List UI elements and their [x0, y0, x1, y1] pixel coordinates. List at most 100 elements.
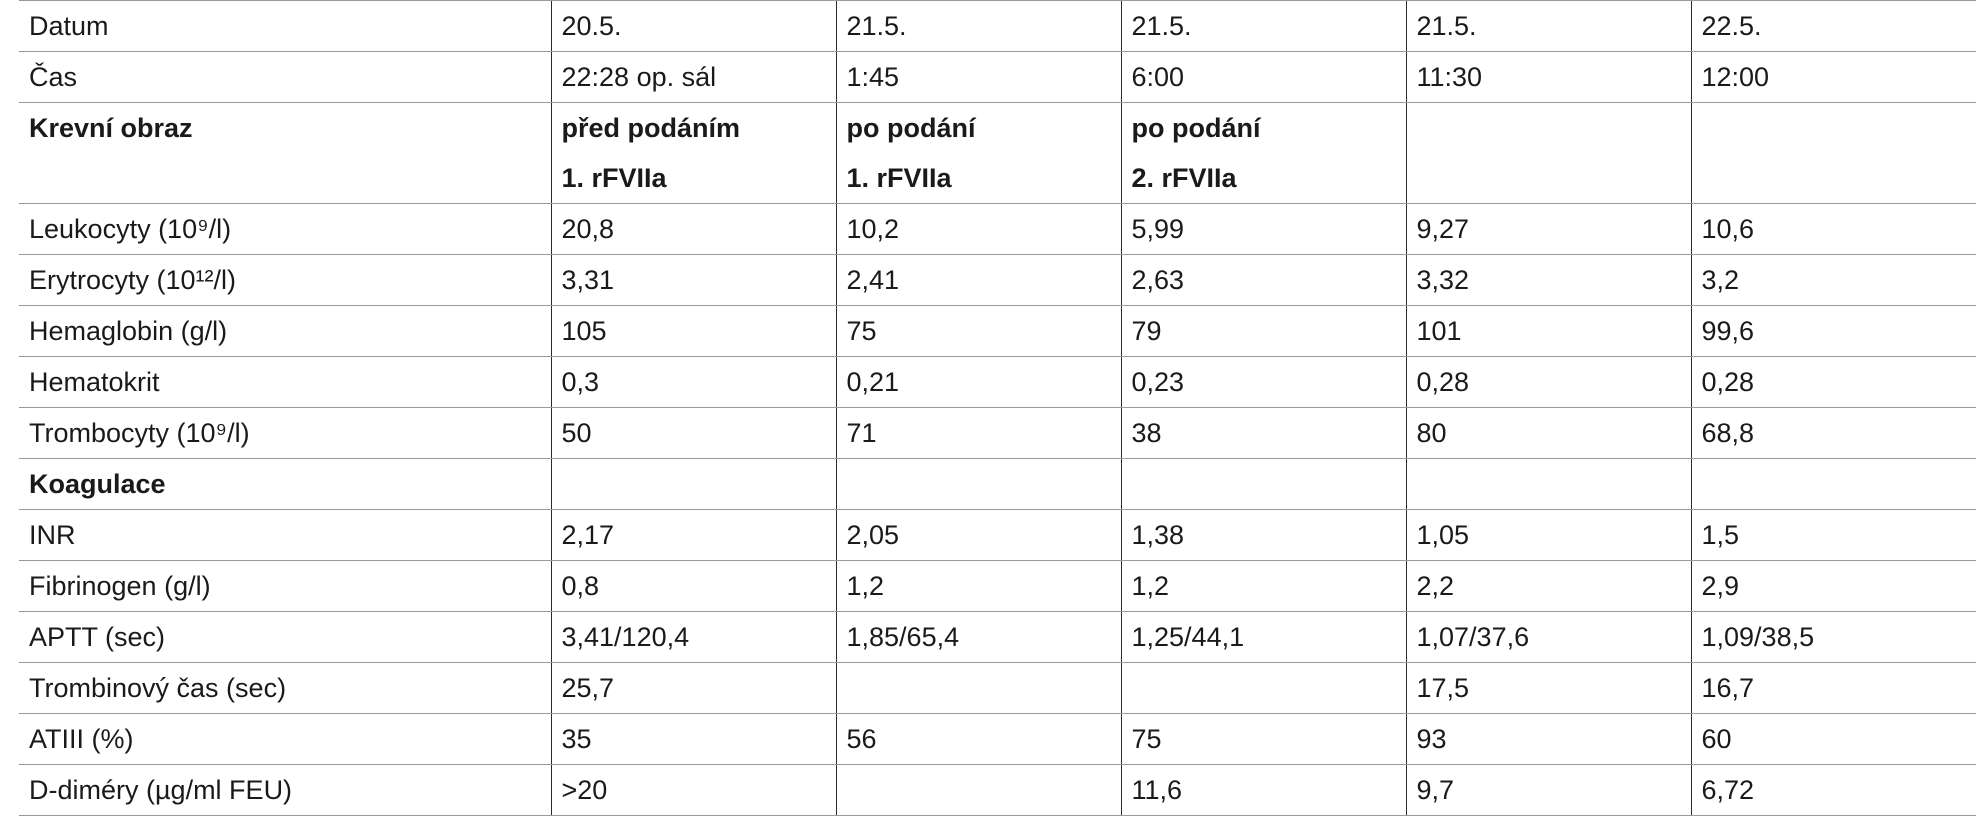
cell: 35	[550, 713, 836, 765]
cell: 16,7	[1690, 662, 1976, 714]
table-row: Krevní obraz před podáním 1. rFVIIa po podá…	[19, 102, 1976, 204]
cell-line: 2. rFVIIa	[1131, 163, 1237, 193]
cell: 5,99	[1120, 203, 1406, 255]
table-row: Leukocyty (10⁹/l) 20,8 10,2 5,99 9,27 10,6	[19, 203, 1976, 255]
cell: 12:00	[1690, 51, 1976, 103]
cell	[1120, 662, 1406, 714]
cell-line: po podání	[1131, 113, 1261, 143]
cell: 105	[550, 305, 836, 357]
cell: 99,6	[1690, 305, 1976, 357]
table-row: Čas 22:28 op. sál 1:45 6:00 11:30 12:00	[19, 51, 1976, 103]
table-row: D-diméry (µg/ml FEU) >20 11,6 9,7 6,72	[19, 764, 1976, 816]
cell: 21.5.	[1405, 0, 1691, 52]
cell: po podání 1. rFVIIa	[835, 102, 1121, 204]
cell: 80	[1405, 407, 1691, 459]
row-label: APTT (sec)	[19, 611, 551, 663]
row-label: Hematokrit	[19, 356, 551, 408]
cell: 50	[550, 407, 836, 459]
cell: 60	[1690, 713, 1976, 765]
table-row: Koagulace	[19, 458, 1976, 510]
cell: 22:28 op. sál	[550, 51, 836, 103]
table-row: Erytrocyty (10¹²/l) 3,31 2,41 2,63 3,32 3,2	[19, 254, 1976, 306]
cell: 68,8	[1690, 407, 1976, 459]
cell: 21.5.	[1120, 0, 1406, 52]
cell: 0,8	[550, 560, 836, 612]
cell: 3,2	[1690, 254, 1976, 306]
cell: 38	[1120, 407, 1406, 459]
table-body: Datum 20.5. 21.5. 21.5. 21.5. 22.5. Čas 22:28 o…	[19, 0, 1976, 816]
row-label: Hemaglobin (g/l)	[19, 305, 551, 357]
table-row: Trombinový čas (sec) 25,7 17,5 16,7	[19, 662, 1976, 714]
cell: 9,27	[1405, 203, 1691, 255]
cell: 9,7	[1405, 764, 1691, 816]
cell: 20,8	[550, 203, 836, 255]
cell: 6,72	[1690, 764, 1976, 816]
cell: 0,21	[835, 356, 1121, 408]
cell: 0,23	[1120, 356, 1406, 408]
row-label: Erytrocyty (10¹²/l)	[19, 254, 551, 306]
cell: 75	[1120, 713, 1406, 765]
cell: >20	[550, 764, 836, 816]
row-label: Koagulace	[19, 458, 551, 510]
table-row: ATIII (%) 35 56 75 93 60	[19, 713, 1976, 765]
cell: 1,2	[1120, 560, 1406, 612]
cell: 93	[1405, 713, 1691, 765]
cell: 0,28	[1405, 356, 1691, 408]
cell: 1,05	[1405, 509, 1691, 561]
cell: 1,38	[1120, 509, 1406, 561]
cell: 1,2	[835, 560, 1121, 612]
row-label: Fibrinogen (g/l)	[19, 560, 551, 612]
row-label: Čas	[19, 51, 551, 103]
cell: 1,09/38,5	[1690, 611, 1976, 663]
cell: 2,9	[1690, 560, 1976, 612]
cell	[1690, 458, 1976, 510]
cell: 17,5	[1405, 662, 1691, 714]
data-table: Datum 20.5. 21.5. 21.5. 21.5. 22.5. Čas 22:28 o…	[19, 0, 1976, 816]
cell: 2,17	[550, 509, 836, 561]
cell: 0,3	[550, 356, 836, 408]
cell: 79	[1120, 305, 1406, 357]
cell	[1690, 102, 1976, 204]
cell	[835, 764, 1121, 816]
row-label: Krevní obraz	[19, 102, 551, 204]
cell-line: 1. rFVIIa	[561, 163, 667, 193]
cell: 3,31	[550, 254, 836, 306]
cell: 2,2	[1405, 560, 1691, 612]
cell: 3,41/120,4	[550, 611, 836, 663]
table-row: INR 2,17 2,05 1,38 1,05 1,5	[19, 509, 1976, 561]
cell: 75	[835, 305, 1121, 357]
cell	[1120, 458, 1406, 510]
cell: 1,07/37,6	[1405, 611, 1691, 663]
cell: 11:30	[1405, 51, 1691, 103]
table-row: Hematokrit 0,3 0,21 0,23 0,28 0,28	[19, 356, 1976, 408]
cell	[1405, 102, 1691, 204]
cell: 56	[835, 713, 1121, 765]
cell: 1,5	[1690, 509, 1976, 561]
cell: 25,7	[550, 662, 836, 714]
row-label: ATIII (%)	[19, 713, 551, 765]
cell: 21.5.	[835, 0, 1121, 52]
cell-line: před podáním	[561, 113, 741, 143]
cell-line: 1. rFVIIa	[846, 163, 952, 193]
row-label: Datum	[19, 0, 551, 52]
row-label: Trombocyty (10⁹/l)	[19, 407, 551, 459]
cell: 2,63	[1120, 254, 1406, 306]
table-wrap: Datum 20.5. 21.5. 21.5. 21.5. 22.5. Čas 22:28 o…	[19, 0, 1976, 816]
row-label: Trombinový čas (sec)	[19, 662, 551, 714]
cell: 6:00	[1120, 51, 1406, 103]
row-label: Leukocyty (10⁹/l)	[19, 203, 551, 255]
cell: 22.5.	[1690, 0, 1976, 52]
cell: 1,25/44,1	[1120, 611, 1406, 663]
table-row: Fibrinogen (g/l) 0,8 1,2 1,2 2,2 2,9	[19, 560, 1976, 612]
cell: 20.5.	[550, 0, 836, 52]
cell: 101	[1405, 305, 1691, 357]
cell: 2,05	[835, 509, 1121, 561]
table-row: Trombocyty (10⁹/l) 50 71 38 80 68,8	[19, 407, 1976, 459]
cell: 71	[835, 407, 1121, 459]
row-label: D-diméry (µg/ml FEU)	[19, 764, 551, 816]
cell	[550, 458, 836, 510]
cell: 10,6	[1690, 203, 1976, 255]
cell-line: po podání	[846, 113, 976, 143]
table-row: Hemaglobin (g/l) 105 75 79 101 99,6	[19, 305, 1976, 357]
